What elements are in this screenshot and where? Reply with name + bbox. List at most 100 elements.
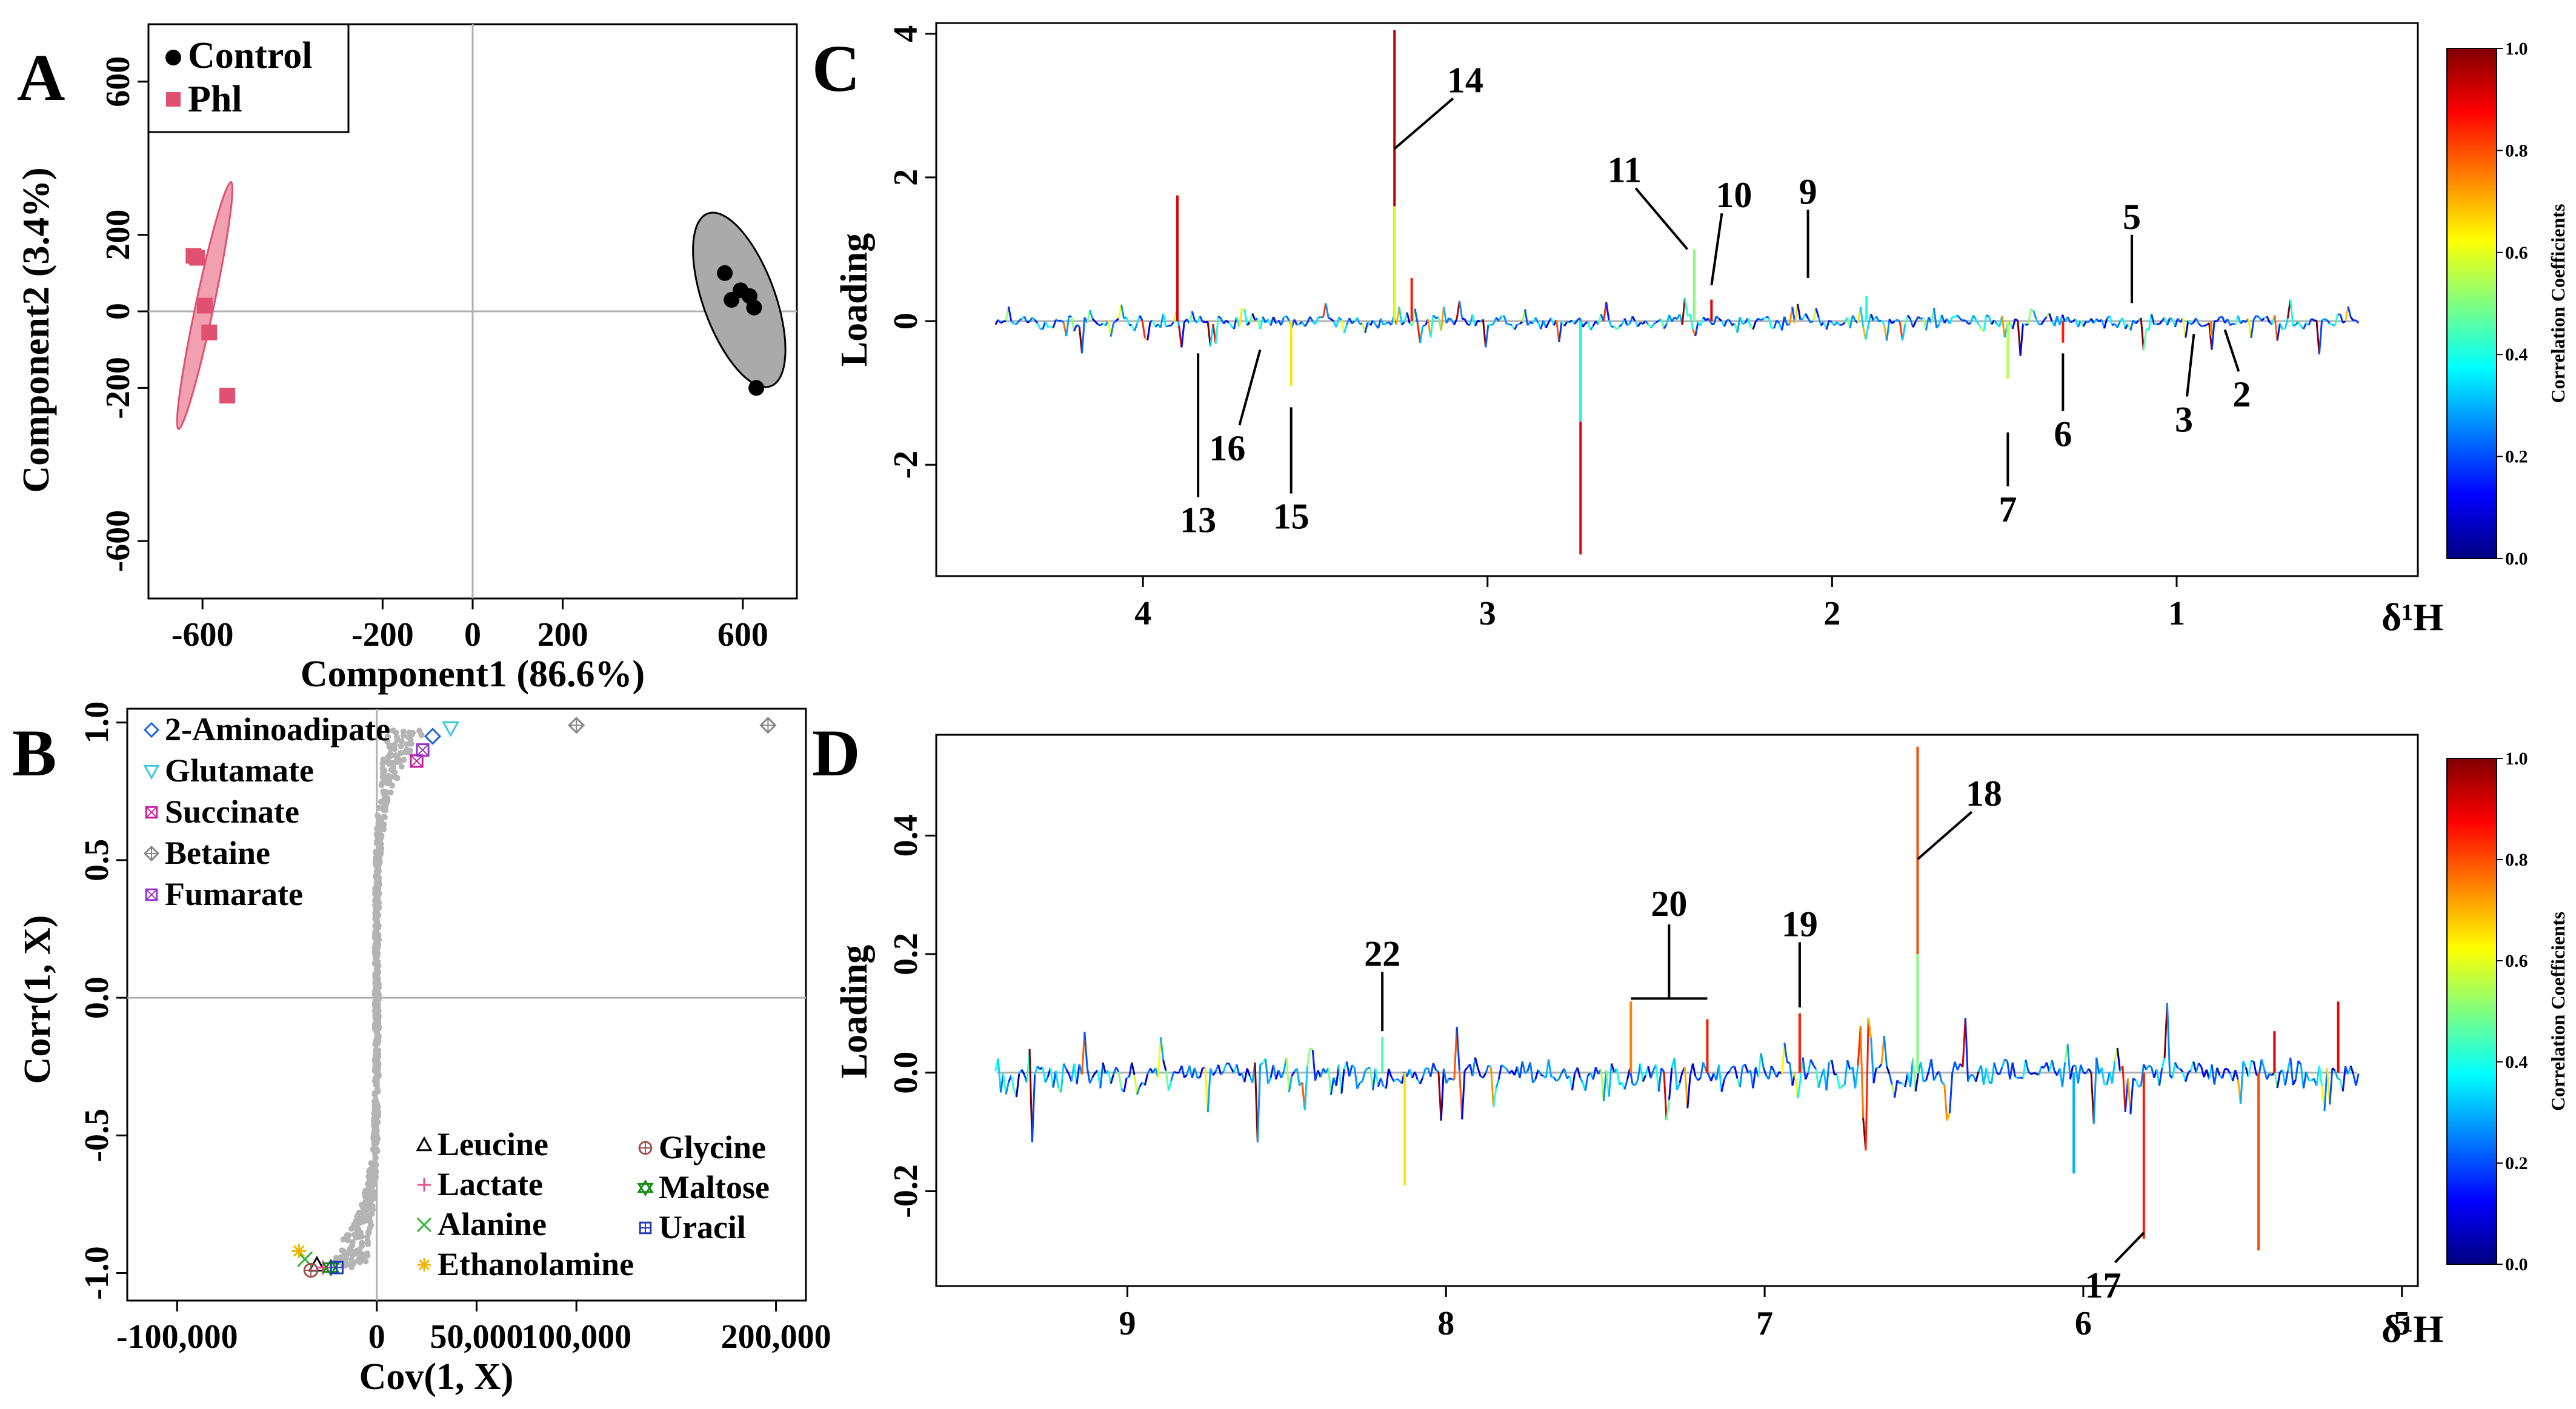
spectrum-segment	[1199, 316, 1203, 322]
spectrum-segment	[1081, 1032, 1086, 1075]
spectrum-segment	[1665, 1099, 1671, 1121]
spectrum-segment	[1965, 319, 1969, 325]
spectrum-segment	[1425, 1067, 1428, 1070]
spectrum-segment	[1052, 319, 1057, 329]
spectrum-segment	[2248, 1060, 2252, 1077]
spectrum-segment	[1353, 1067, 1359, 1089]
x-tick-label: 1	[2168, 595, 2185, 632]
spectrum-segment	[1623, 318, 1628, 326]
spectrum-segment	[1458, 300, 1463, 319]
spectrum-segment	[2138, 1085, 2142, 1088]
spectrum-segment	[2011, 1062, 2016, 1077]
annotation-leader	[2223, 329, 2240, 372]
spectrum-segment	[1314, 317, 1319, 325]
colorbar-tick-label: 0.2	[2505, 447, 2528, 467]
spectrum-segment	[1904, 315, 1909, 325]
spectrum-segment	[1683, 1067, 1689, 1109]
spectrum-segment	[1076, 323, 1080, 328]
legend-phl-label: Phl	[188, 79, 242, 120]
x-tick-label: 8	[1437, 1305, 1454, 1342]
spectrum-segment	[1226, 1062, 1230, 1065]
spectrum-segment	[2095, 1057, 2100, 1075]
spectrum-segment	[1752, 321, 1757, 330]
spectrum-segment	[2260, 1059, 2265, 1070]
spectrum-segment	[2043, 316, 2048, 321]
spectrum-segment	[2022, 1059, 2027, 1079]
marker-diamond-plus-cross	[569, 718, 584, 733]
spectrum-segment	[2028, 1070, 2032, 1075]
spectrum-segment	[1923, 1079, 1927, 1082]
spectrum-segment	[2284, 317, 2289, 329]
spectrum-segment	[1236, 1064, 1240, 1076]
spectrum-segment	[1605, 302, 1610, 320]
spectrum-segment	[1471, 1057, 1476, 1076]
point-phl	[189, 250, 205, 266]
spectrum-segment	[1419, 325, 1424, 343]
marker-square-x	[145, 888, 158, 901]
spectrum-segment	[2331, 1067, 2336, 1072]
spectrum-segment	[1188, 311, 1193, 324]
spectrum-segment	[1957, 314, 1961, 319]
spectrum-segment	[1956, 1063, 1962, 1071]
spectrum-segment	[1802, 1057, 1806, 1080]
variable-point	[373, 1074, 380, 1081]
spectrum-segment	[1891, 320, 1895, 325]
variable-point	[376, 905, 382, 912]
spectrum-segment	[2221, 316, 2226, 323]
spectrum-segment	[1943, 1084, 1948, 1121]
marker-square-x-cross	[145, 806, 158, 818]
spectrum-segment	[1422, 324, 1426, 327]
spectrum-segment	[2080, 1064, 2085, 1073]
spectrum-segment	[1650, 323, 1654, 329]
spectrum-segment	[1091, 1072, 1096, 1078]
spectrum-segment	[1083, 1032, 1088, 1068]
spectrum-segment	[1340, 320, 1345, 334]
spectrum-segment	[1285, 1058, 1290, 1093]
spectrum-segment	[1133, 1075, 1138, 1095]
spectrum-segment	[1883, 1035, 1888, 1067]
spectrum-segment	[2148, 1064, 2152, 1069]
spectrum-segment	[2198, 1063, 2202, 1067]
spectrum-segment	[1042, 1067, 1047, 1082]
spectrum-segment	[2179, 1068, 2184, 1073]
spectrum-segment	[1110, 323, 1114, 337]
x-tick-label: -600	[171, 616, 234, 654]
spectrum-segment	[1933, 1074, 1938, 1081]
variable-point	[376, 937, 382, 943]
spectrum-segment	[1463, 319, 1468, 325]
spectrum-segment	[1534, 1069, 1539, 1079]
spectrum-segment	[1649, 1070, 1654, 1079]
spectrum-segment	[2339, 314, 2344, 323]
spectrum-segment	[2345, 306, 2349, 322]
spectrum-segment	[1485, 324, 1489, 348]
spectrum-segment	[1120, 304, 1125, 319]
spectrum-segment	[1851, 315, 1856, 321]
spectrum-segment	[1783, 1043, 1788, 1063]
spectrum-segment	[1456, 1026, 1460, 1071]
y-tick-label: 200	[99, 210, 137, 260]
spectrum-segment	[1372, 1068, 1377, 1090]
marker-star	[418, 1258, 431, 1271]
spectrum-segment	[2066, 1044, 2071, 1079]
spectrum-segment	[1283, 315, 1287, 318]
spectrum-segment	[1757, 317, 1762, 321]
spectrum-segment	[1762, 1067, 1767, 1076]
panel-a-xlabel: Component1 (86.6%)	[301, 654, 645, 695]
spectrum-segment	[1797, 1081, 1802, 1099]
spectrum-segment	[1262, 316, 1266, 323]
spectrum-segment	[1969, 315, 1974, 324]
spectrum-segment	[2182, 318, 2187, 338]
point-phl	[201, 324, 218, 340]
spectrum-segment	[1107, 1070, 1112, 1084]
spectrum-segment	[2226, 319, 2231, 326]
spectrum-segment	[1065, 316, 1070, 337]
spectrum-segment	[2088, 1068, 2092, 1073]
spectrum-segment	[2185, 320, 2189, 338]
y-tick-label: 1.0	[78, 701, 116, 744]
variable-point	[378, 835, 384, 841]
spectrum-segment	[2243, 319, 2246, 323]
panel-a-plot: -600 -200 0 200 600 -600 -200 0 200 600	[99, 24, 797, 654]
spectrum-segment	[1807, 1059, 1812, 1073]
